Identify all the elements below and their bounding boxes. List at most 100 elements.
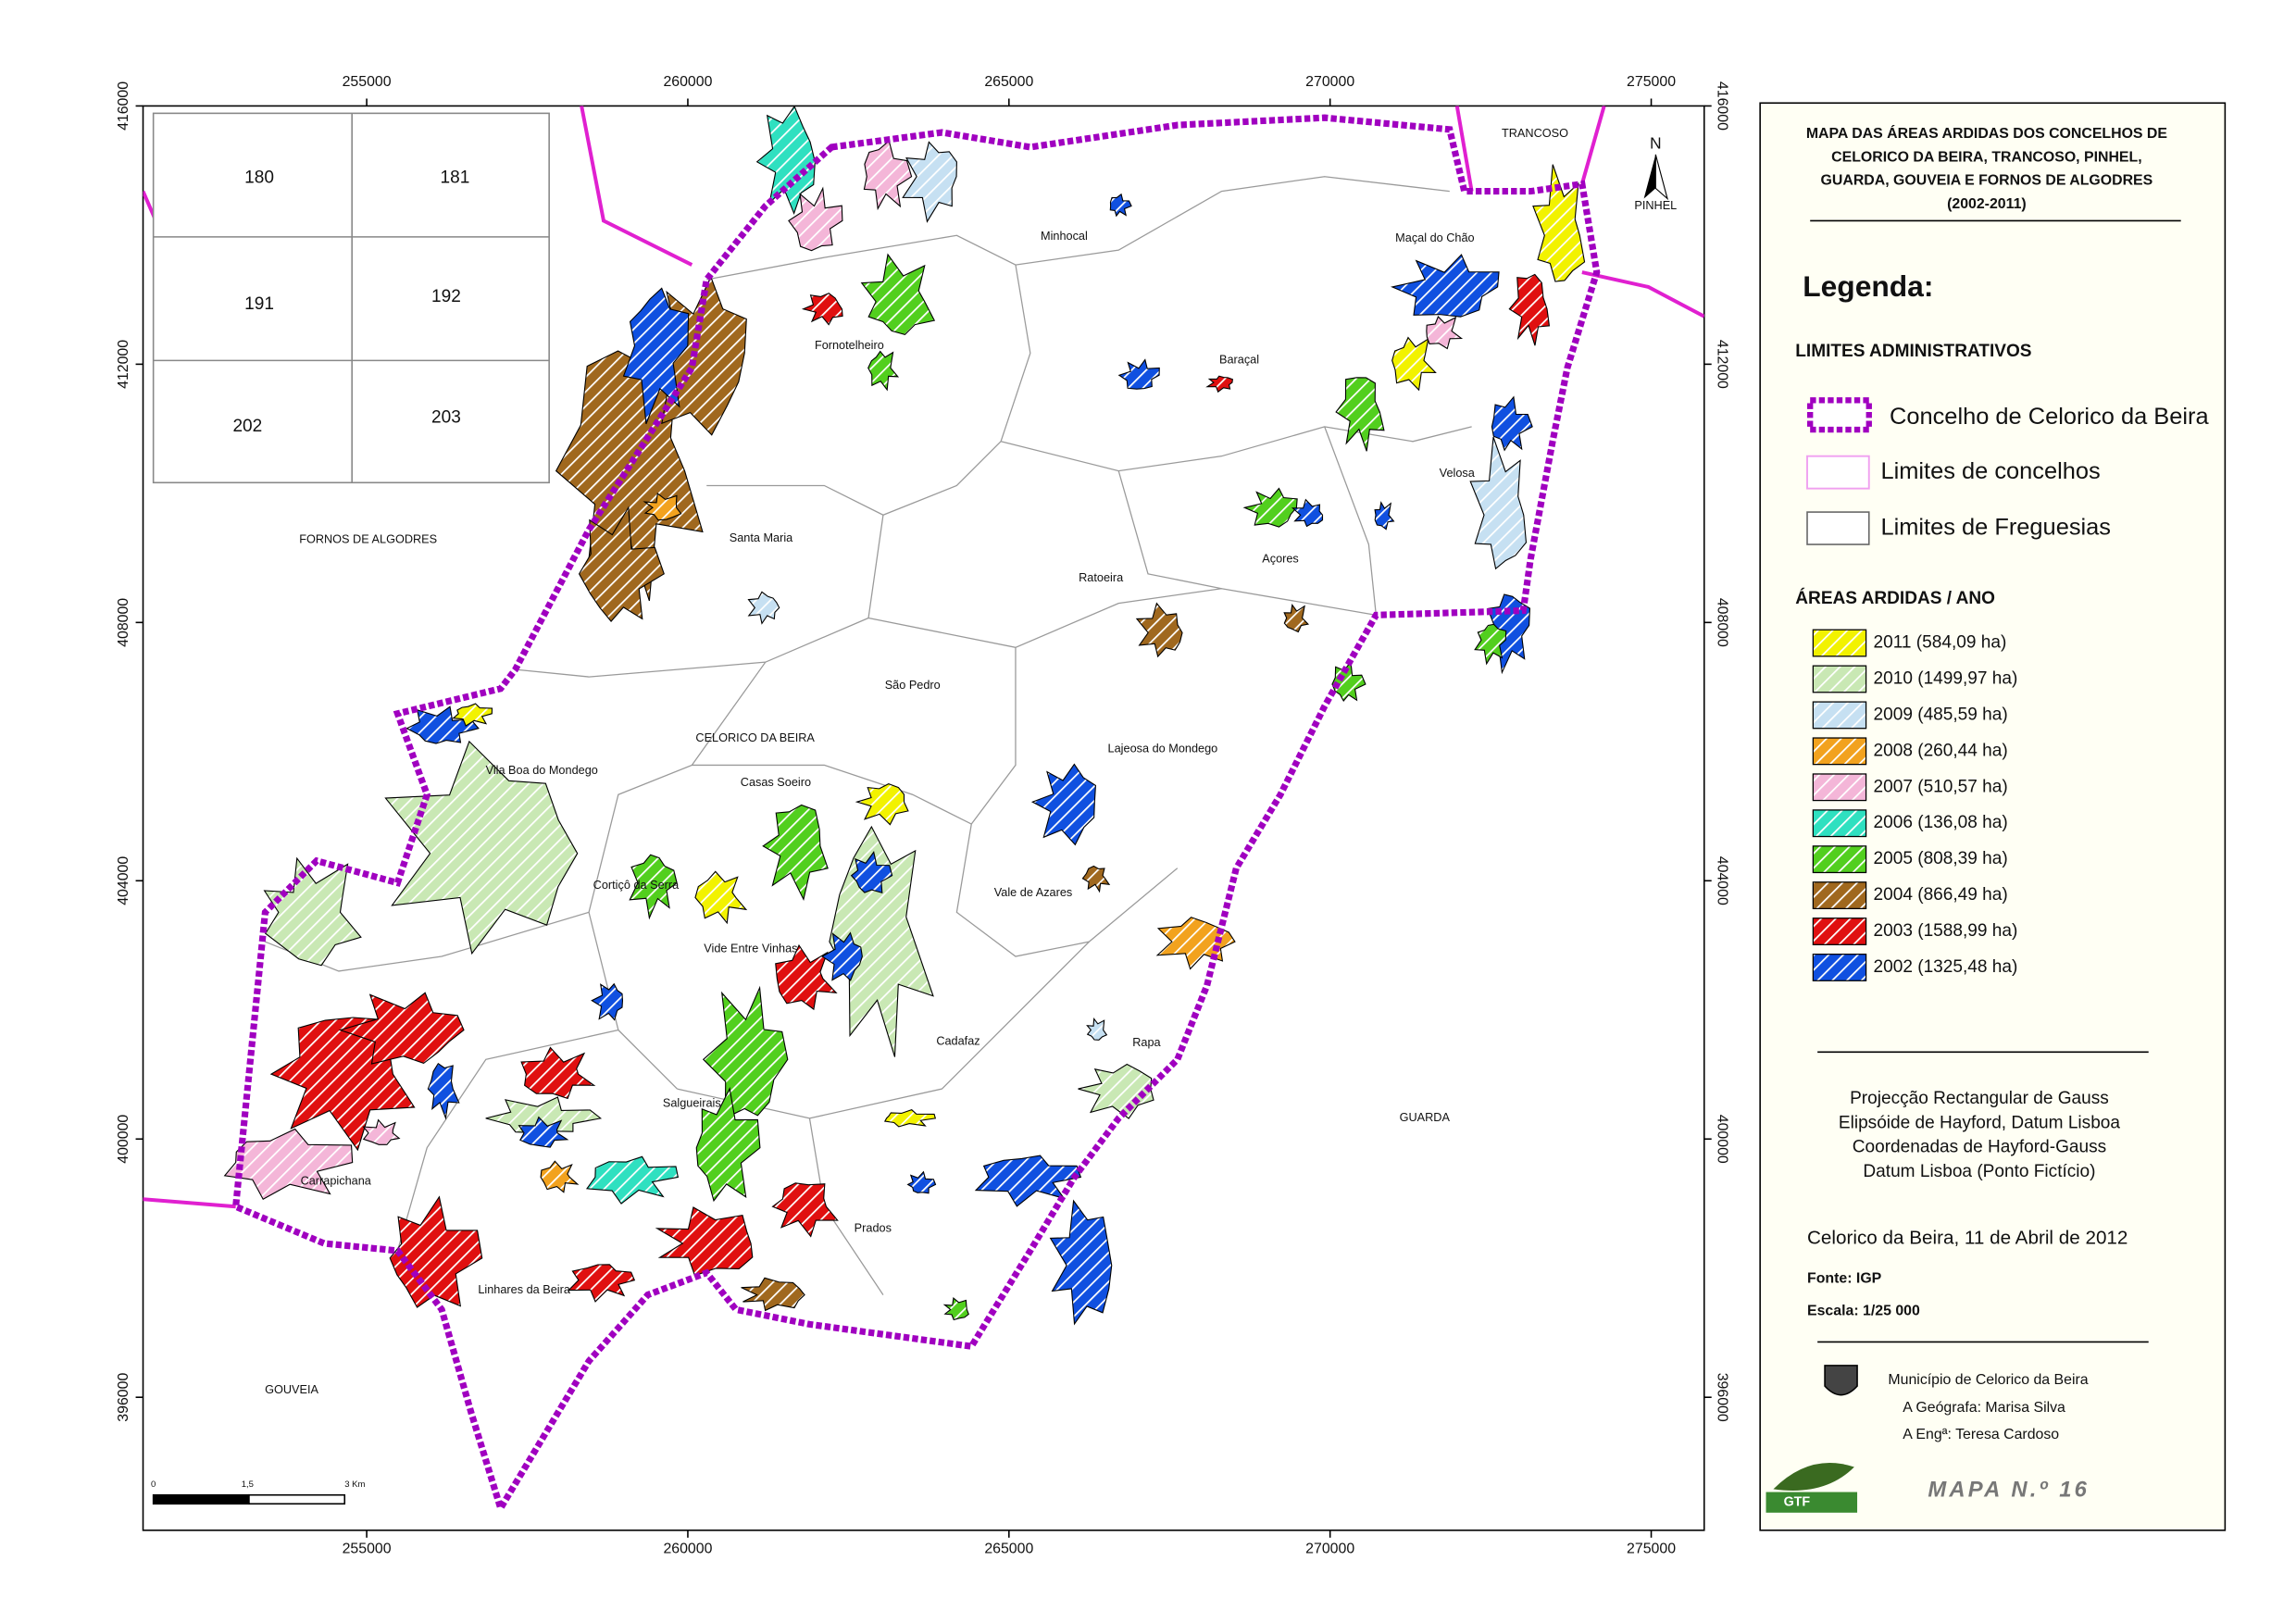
- projection-note: Projecção Rectangular de Gauss: [1850, 1089, 2109, 1108]
- place-label: Casas Soeiro: [741, 775, 811, 789]
- burned-area: [1081, 865, 1111, 893]
- burned-area: [821, 931, 863, 981]
- legend-swatch: [1806, 455, 1870, 490]
- place-label: CELORICO DA BEIRA: [695, 730, 815, 744]
- burned-area: [406, 705, 480, 744]
- north-label: N: [1650, 133, 1662, 152]
- place-label: Lajeosa do Mondego: [1108, 741, 1218, 755]
- burned-area: [263, 856, 362, 967]
- parish-boundary: [1324, 426, 1377, 616]
- date-note: Celorico da Beira, 11 de Abril de 2012: [1807, 1228, 2128, 1249]
- place-label: Velosa: [1440, 466, 1476, 480]
- crest-icon: [1824, 1365, 1858, 1396]
- burned-area: [1117, 358, 1160, 390]
- inset-sheet-label: 203: [431, 407, 461, 427]
- parish-boundary: [1000, 426, 1472, 472]
- legend-swatch: [1812, 773, 1867, 802]
- burned-area: [629, 854, 678, 920]
- burned-area: [427, 1062, 460, 1120]
- burned-area: [867, 350, 900, 392]
- scale-bar: [248, 1493, 346, 1505]
- legend-label: 2011 (584,09 ha): [1874, 633, 2007, 653]
- burned-area: [485, 1096, 603, 1134]
- projection-note: Elipsóide de Hayford, Datum Lisboa: [1839, 1113, 2121, 1132]
- parish-boundary: [706, 176, 1450, 281]
- burned-area: [591, 982, 624, 1021]
- map-title: GUARDA, GOUVEIA E FORNOS DE ALGODRES: [1821, 173, 2153, 189]
- burned-area: [747, 591, 780, 625]
- map-title: MAPA DAS ÁREAS ARDIDAS DOS CONCELHOS DE: [1806, 124, 2167, 142]
- legend-swatch: [1812, 701, 1867, 730]
- y-tick-label: 396000: [1715, 1373, 1730, 1422]
- burned-area: [974, 1155, 1082, 1207]
- legend-swatch: [1812, 737, 1867, 766]
- burned-area: [788, 186, 843, 252]
- place-label: Vide Entre Vinhas: [704, 941, 797, 955]
- legend-heading: Legenda:: [1803, 269, 1933, 303]
- burned-area: [741, 1277, 805, 1312]
- legend-label: Limites de concelhos: [1880, 458, 2100, 484]
- place-label: Fornotelheiro: [815, 338, 884, 352]
- logo-box: [1766, 1492, 1858, 1513]
- burned-area: [223, 1128, 354, 1201]
- parish-boundary: [692, 764, 972, 825]
- credit: A Geógrafa: Marisa Silva: [1903, 1400, 2065, 1416]
- legend-swatch: [1812, 954, 1867, 981]
- burned-area: [540, 1160, 580, 1193]
- map-title: CELORICO DA BEIRA, TRANCOSO, PINHEL,: [1831, 149, 2141, 165]
- map-title: (2002-2011): [1947, 196, 2027, 212]
- place-label: PINHEL: [1634, 198, 1677, 212]
- parish-boundary: [867, 588, 1377, 648]
- x-tick-label: 265000: [984, 74, 1033, 90]
- burned-area: [1374, 501, 1395, 531]
- celorico-boundary: [231, 114, 1601, 1517]
- burned-area: [755, 106, 816, 216]
- burned-area: [1283, 603, 1310, 633]
- map-number: MAPA N.º 16: [1928, 1477, 2090, 1502]
- place-label: FORNOS DE ALGODRES: [299, 532, 437, 546]
- y-tick-label: 416000: [116, 81, 131, 131]
- burned-area: [902, 141, 957, 223]
- place-label: São Pedro: [885, 678, 941, 692]
- source-note: Fonte: IGP: [1807, 1270, 1882, 1286]
- burned-area: [1469, 436, 1528, 570]
- x-tick-label: 255000: [343, 74, 392, 90]
- inset-sheet-label: 181: [441, 168, 470, 187]
- legend-label: Concelho de Celorico da Beira: [1890, 404, 2209, 430]
- inset-sheet-label: 192: [431, 287, 461, 306]
- legend-swatch: [1812, 918, 1867, 945]
- scale-note: Escala: 1/25 000: [1807, 1303, 1920, 1318]
- burned-area: [1109, 193, 1132, 218]
- burned-area: [775, 943, 838, 1011]
- parish-boundary: [706, 264, 1031, 516]
- legend-label: 2009 (485,59 ha): [1874, 705, 2008, 724]
- parish-boundary: [955, 647, 1179, 957]
- municipality-boundary: [1581, 270, 1704, 318]
- place-label: Cortiçô da Serra: [593, 878, 680, 892]
- y-tick-label: 400000: [1715, 1115, 1730, 1164]
- x-tick-label: 260000: [663, 74, 712, 90]
- place-label: Linhares da Beira: [478, 1282, 571, 1296]
- legend-swatch: [1812, 881, 1867, 910]
- place-label: Vila Boa do Mondego: [486, 763, 598, 777]
- burned-area: [1291, 498, 1324, 528]
- burned-area: [362, 1118, 401, 1145]
- burned-area: [942, 1297, 969, 1321]
- legend-label: 2006 (136,08 ha): [1874, 813, 2008, 832]
- place-label: Maçal do Chão: [1395, 231, 1474, 244]
- map-layer: [143, 106, 1704, 1517]
- municipality-boundary: [143, 1197, 236, 1209]
- y-tick-label: 396000: [116, 1373, 131, 1422]
- legend-label: 2008 (260,44 ha): [1874, 741, 2008, 760]
- burned-area: [1086, 1017, 1108, 1041]
- municipality-boundary: [580, 106, 693, 267]
- place-label: TRANCOSO: [1502, 126, 1568, 140]
- legend-label: 2005 (808,39 ha): [1874, 849, 2008, 868]
- burned-area: [801, 293, 843, 326]
- legend-label: 2007 (510,57 ha): [1874, 777, 2008, 796]
- scale-label: 3 Km: [344, 1479, 365, 1490]
- legend-label: 2010 (1499,97 ha): [1874, 668, 2018, 688]
- parish-boundary: [1117, 470, 1222, 590]
- place-label: Vale de Azares: [994, 885, 1073, 899]
- place-label: Santa Maria: [730, 531, 793, 544]
